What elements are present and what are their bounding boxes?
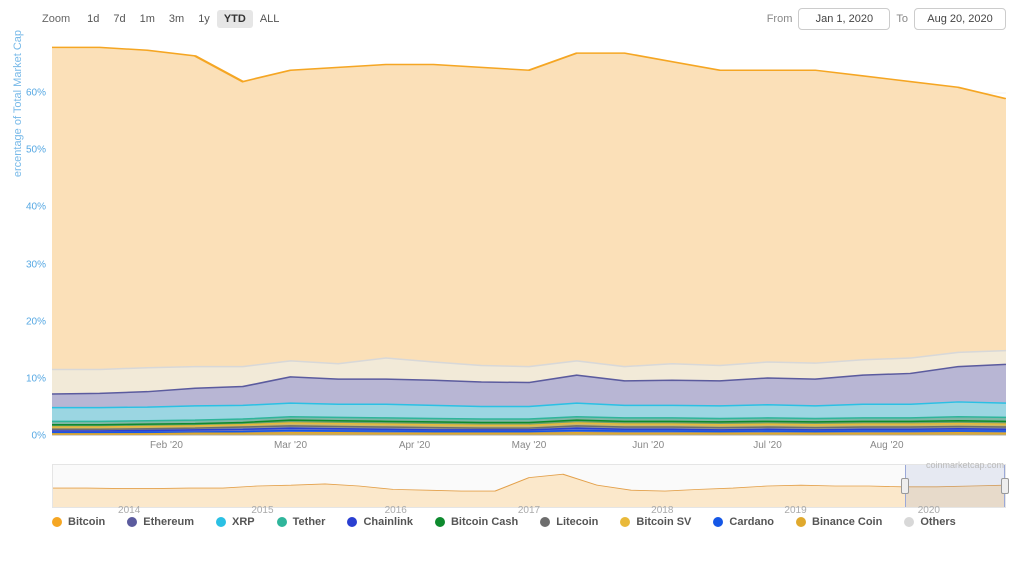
series-line-binance-coin	[52, 433, 1006, 434]
zoom-btn-7d[interactable]: 7d	[106, 10, 132, 28]
legend-label: Binance Coin	[812, 516, 882, 528]
series-area-bitcoin	[52, 47, 1006, 369]
legend-label: Chainlink	[363, 516, 413, 528]
legend-label: Litecoin	[556, 516, 598, 528]
legend-label: Others	[920, 516, 955, 528]
main-chart: ercentage of Total Market Cap 0%10%20%30…	[18, 36, 1006, 436]
x-tick: Feb '20	[150, 440, 183, 451]
legend-item-cardano[interactable]: Cardano	[713, 516, 774, 528]
legend-item-litecoin[interactable]: Litecoin	[540, 516, 598, 528]
navigator-tick: 2015	[251, 505, 273, 516]
legend-dot-icon	[904, 517, 914, 527]
range-navigator[interactable]: 2014201520162017201820192020	[52, 464, 1006, 508]
zoom-btn-1d[interactable]: 1d	[80, 10, 106, 28]
legend-dot-icon	[127, 517, 137, 527]
legend-dot-icon	[435, 517, 445, 527]
y-tick: 30%	[26, 259, 46, 270]
from-label: From	[767, 13, 793, 25]
zoom-btn-1y[interactable]: 1y	[191, 10, 217, 28]
y-axis-ticks: 0%10%20%30%40%50%60%	[18, 36, 52, 436]
legend-dot-icon	[216, 517, 226, 527]
legend-item-tether[interactable]: Tether	[277, 516, 326, 528]
y-tick: 60%	[26, 88, 46, 99]
to-label: To	[896, 13, 908, 25]
y-tick: 40%	[26, 202, 46, 213]
legend-dot-icon	[540, 517, 550, 527]
legend-dot-icon	[347, 517, 357, 527]
zoom-btn-1m[interactable]: 1m	[133, 10, 162, 28]
legend-label: Ethereum	[143, 516, 194, 528]
x-axis-ticks: Feb '20 Mar '20 Apr '20 May '20 Jun '20 Jul '…	[52, 436, 1006, 454]
navigator-tick: 2016	[385, 505, 407, 516]
navigator-tick: 2018	[651, 505, 673, 516]
navigator-area	[53, 474, 1005, 507]
zoom-btn-3m[interactable]: 3m	[162, 10, 191, 28]
legend-label: Bitcoin SV	[636, 516, 691, 528]
chart-svg	[52, 36, 1006, 435]
navigator-tick: 2019	[784, 505, 806, 516]
legend-dot-icon	[52, 517, 62, 527]
legend-item-chainlink[interactable]: Chainlink	[347, 516, 413, 528]
zoom-controls: Zoom 1d7d1m3m1yYTDALL	[42, 10, 286, 28]
x-tick: Jul '20	[753, 440, 782, 451]
x-tick: Jun '20	[632, 440, 664, 451]
zoom-label: Zoom	[42, 13, 70, 25]
y-tick: 10%	[26, 373, 46, 384]
legend-dot-icon	[796, 517, 806, 527]
to-date-input[interactable]	[914, 8, 1006, 30]
legend-item-bitcoin[interactable]: Bitcoin	[52, 516, 105, 528]
zoom-btn-all[interactable]: ALL	[253, 10, 287, 28]
x-tick: May '20	[512, 440, 547, 451]
legend-item-others[interactable]: Others	[904, 516, 955, 528]
chart-legend: Bitcoin Ethereum XRP Tether Chainlink Bitcoin…	[52, 516, 1006, 528]
navigator-svg	[53, 465, 1005, 507]
date-range: From To	[767, 8, 1006, 30]
legend-dot-icon	[620, 517, 630, 527]
legend-item-binance-coin[interactable]: Binance Coin	[796, 516, 882, 528]
y-tick: 20%	[26, 316, 46, 327]
navigator-tick: 2014	[118, 505, 140, 516]
legend-label: XRP	[232, 516, 255, 528]
attribution-text: coinmarketcap.com	[926, 460, 1004, 470]
legend-dot-icon	[277, 517, 287, 527]
y-tick: 0%	[32, 431, 46, 442]
legend-dot-icon	[713, 517, 723, 527]
navigator-selection[interactable]	[905, 465, 1005, 507]
navigator-handle-left[interactable]	[901, 478, 909, 494]
from-date-input[interactable]	[798, 8, 890, 30]
chart-toolbar: Zoom 1d7d1m3m1yYTDALL From To	[18, 8, 1006, 30]
legend-item-bitcoin-cash[interactable]: Bitcoin Cash	[435, 516, 518, 528]
legend-item-xrp[interactable]: XRP	[216, 516, 255, 528]
x-tick: Apr '20	[399, 440, 430, 451]
navigator-tick: 2017	[518, 505, 540, 516]
legend-item-bitcoin-sv[interactable]: Bitcoin SV	[620, 516, 691, 528]
navigator-tick: 2020	[918, 505, 940, 516]
y-tick: 50%	[26, 145, 46, 156]
legend-label: Cardano	[729, 516, 774, 528]
x-tick: Mar '20	[274, 440, 307, 451]
legend-item-ethereum[interactable]: Ethereum	[127, 516, 194, 528]
x-tick: Aug '20	[870, 440, 904, 451]
navigator-handle-right[interactable]	[1001, 478, 1009, 494]
legend-label: Bitcoin Cash	[451, 516, 518, 528]
legend-label: Bitcoin	[68, 516, 105, 528]
legend-label: Tether	[293, 516, 326, 528]
zoom-btn-ytd[interactable]: YTD	[217, 10, 253, 28]
chart-plot-area[interactable]	[52, 36, 1006, 436]
